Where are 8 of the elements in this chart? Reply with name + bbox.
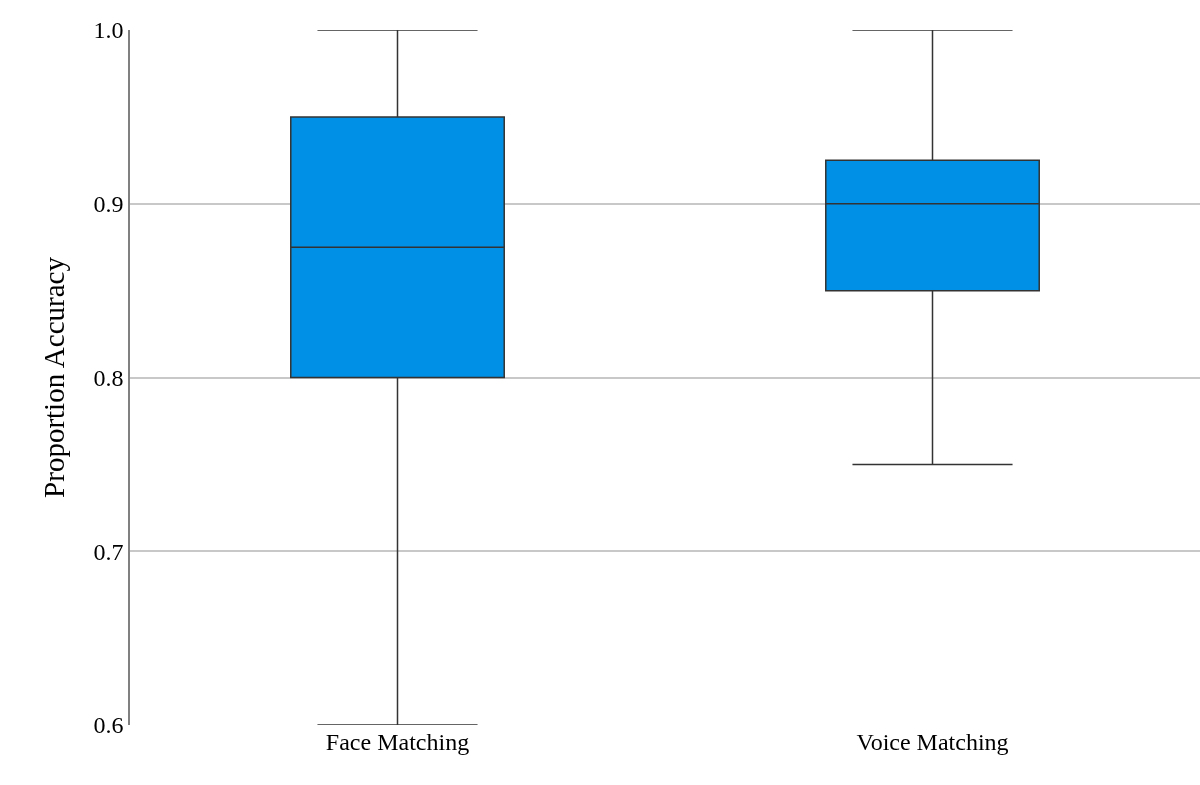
y-tick-label: 0.8 [93, 364, 124, 391]
y-tick-label: 0.7 [93, 538, 124, 565]
y-tick-label: 0.9 [93, 191, 124, 218]
x-tick-label: Voice Matching [856, 729, 1009, 755]
x-tick-label: Face Matching [325, 729, 470, 755]
y-tick-label: 1.0 [93, 17, 124, 44]
y-axis-title: Proportion Accuracy [38, 256, 71, 498]
y-tick-label: 0.6 [93, 712, 124, 739]
